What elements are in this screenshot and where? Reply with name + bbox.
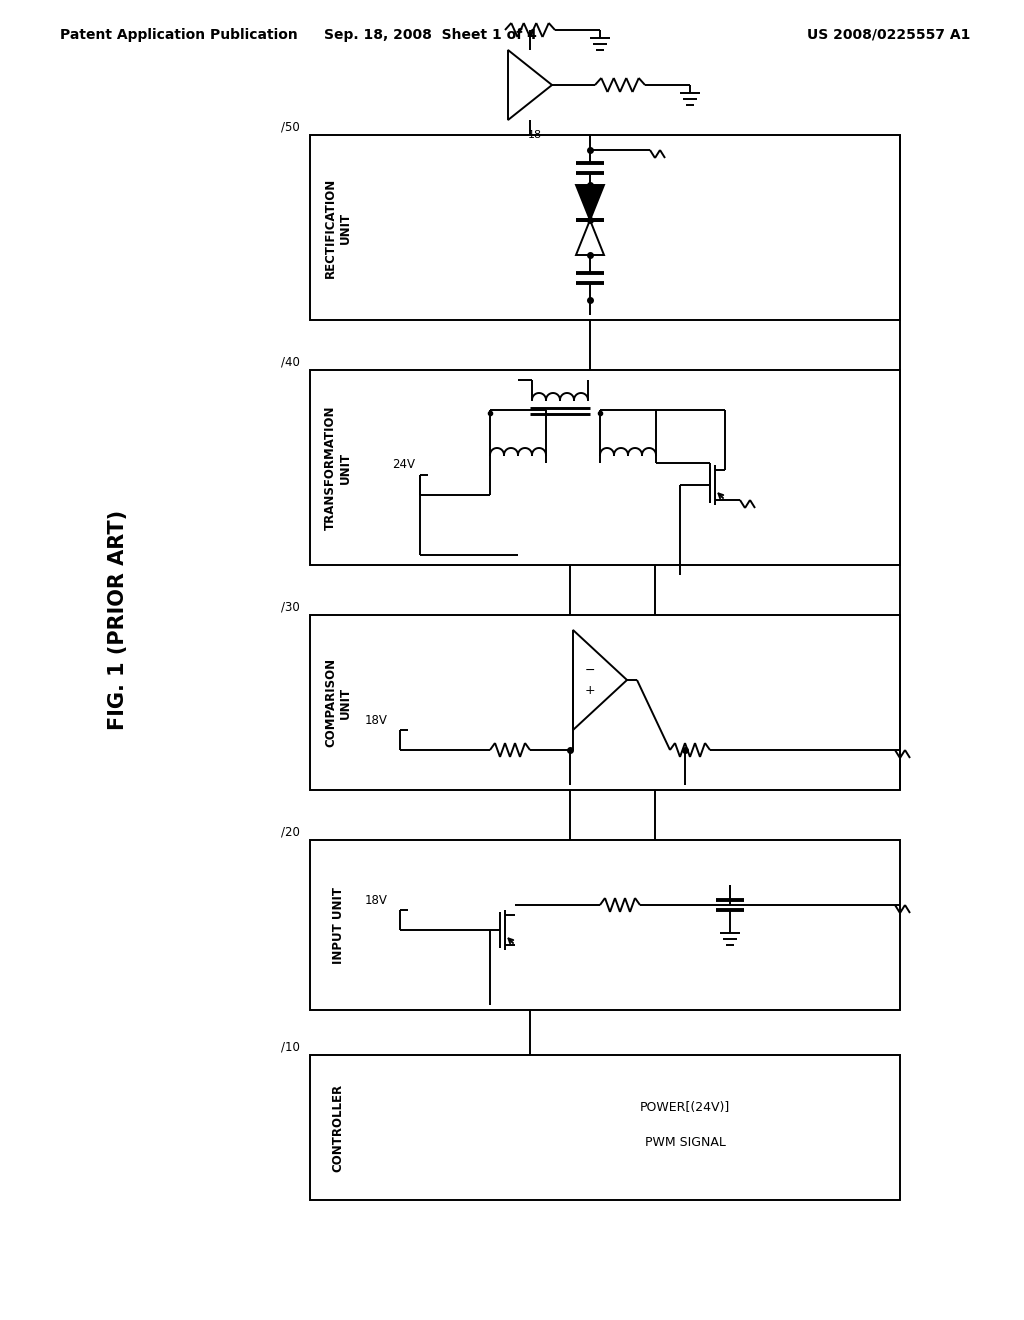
Text: −: − <box>585 664 595 676</box>
Text: /20: /20 <box>282 825 300 838</box>
Bar <box>310 615 900 789</box>
Text: /40: /40 <box>282 355 300 368</box>
Text: TRANSFORMATION
UNIT: TRANSFORMATION UNIT <box>324 405 352 529</box>
Text: COMPARISON
UNIT: COMPARISON UNIT <box>324 657 352 747</box>
Text: /10: /10 <box>282 1040 300 1053</box>
Text: 18: 18 <box>528 129 542 140</box>
Polygon shape <box>575 185 604 220</box>
Text: /30: /30 <box>282 601 300 614</box>
Text: 24V: 24V <box>392 458 415 471</box>
Text: Sep. 18, 2008  Sheet 1 of 4: Sep. 18, 2008 Sheet 1 of 4 <box>324 28 537 42</box>
Bar <box>310 1055 900 1200</box>
Text: 18V: 18V <box>366 894 388 907</box>
Text: /50: /50 <box>282 120 300 133</box>
Text: RECTIFICATION
UNIT: RECTIFICATION UNIT <box>324 177 352 277</box>
Bar <box>310 840 900 1010</box>
Text: US 2008/0225557 A1: US 2008/0225557 A1 <box>807 28 970 42</box>
Text: INPUT UNIT: INPUT UNIT <box>332 887 344 964</box>
Text: 18V: 18V <box>366 714 388 726</box>
Text: PWM SIGNAL: PWM SIGNAL <box>644 1137 725 1148</box>
Text: FIG. 1 (PRIOR ART): FIG. 1 (PRIOR ART) <box>108 510 128 730</box>
Bar <box>310 370 900 565</box>
Text: POWER[(24V)]: POWER[(24V)] <box>640 1101 730 1114</box>
Text: Patent Application Publication: Patent Application Publication <box>60 28 298 42</box>
Text: CONTROLLER: CONTROLLER <box>332 1084 344 1172</box>
Text: +: + <box>585 684 595 697</box>
Bar <box>310 135 900 319</box>
